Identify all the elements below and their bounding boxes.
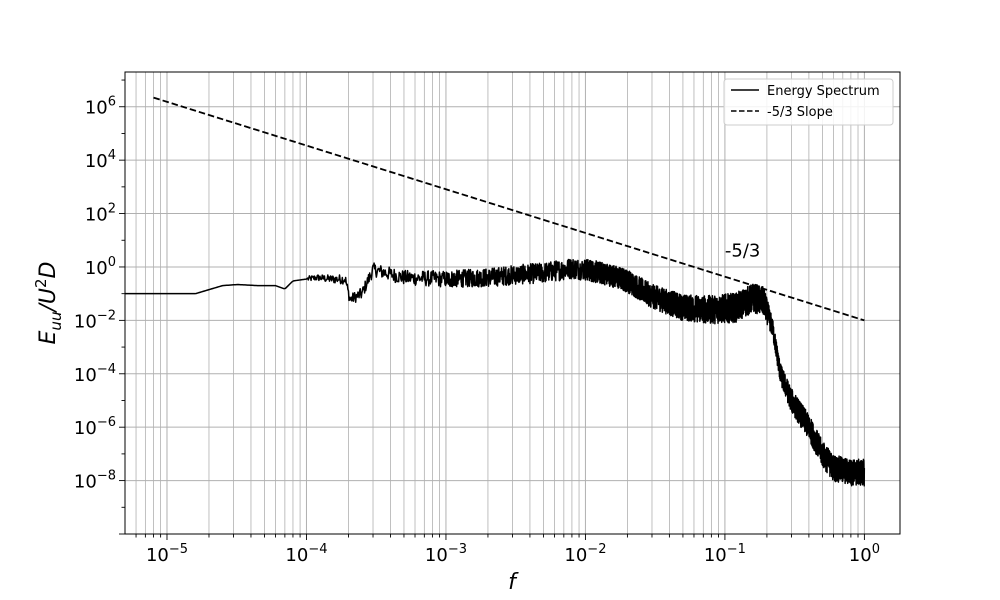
axis-ticks xyxy=(119,79,865,540)
y-tick-base: 10 xyxy=(85,258,108,279)
x-tick-label: 10−1 xyxy=(704,542,746,566)
y-axis-label: Euu/U2D xyxy=(32,262,65,345)
y-tick-base: 10 xyxy=(85,151,108,172)
y-tick-exponent: 4 xyxy=(108,148,116,163)
slope-line xyxy=(153,96,865,322)
x-tick-label: 10−5 xyxy=(146,542,188,566)
y-tick-exponent: −8 xyxy=(97,469,116,484)
minor-gridlines xyxy=(135,72,859,534)
y-tick-exponent: −6 xyxy=(97,415,116,430)
x-tick-exponent: 0 xyxy=(872,542,880,557)
y-tick-base: 10 xyxy=(74,418,97,439)
x-tick-exponent: −2 xyxy=(587,542,606,557)
major-gridlines xyxy=(125,72,900,535)
y-label-sub: uu xyxy=(47,312,65,331)
legend-label-slope: -5/3 Slope xyxy=(767,105,833,120)
y-tick-exponent: 6 xyxy=(108,95,116,110)
slope-annotation: -5/3 xyxy=(725,240,760,261)
x-tick-exponent: −1 xyxy=(727,542,746,557)
y-tick-label: 100 xyxy=(85,255,116,279)
x-tick-label: 100 xyxy=(849,542,880,566)
y-tick-base: 10 xyxy=(85,98,108,119)
y-label-e: E xyxy=(36,330,61,344)
legend: Energy Spectrum -5/3 Slope xyxy=(723,78,894,126)
y-tick-label: 106 xyxy=(85,95,116,119)
x-tick-label: 10−2 xyxy=(564,542,606,566)
x-tick-base: 10 xyxy=(285,545,308,566)
x-axis-label: f xyxy=(508,570,519,595)
y-tick-label: 10−6 xyxy=(74,415,116,439)
y-label-slash: /U xyxy=(36,288,61,314)
y-tick-label: 10−8 xyxy=(74,469,116,493)
y-tick-label: 104 xyxy=(85,148,116,172)
x-tick-labels: 10−5 10−4 10−3 10−2 10−1 100 xyxy=(146,542,880,566)
y-tick-label: 102 xyxy=(85,202,116,226)
x-tick-base: 10 xyxy=(564,545,587,566)
y-tick-exponent: 0 xyxy=(108,255,116,270)
x-tick-base: 10 xyxy=(704,545,727,566)
x-tick-label: 10−3 xyxy=(425,542,467,566)
y-label-tail: D xyxy=(36,262,61,279)
y-tick-base: 10 xyxy=(74,311,97,332)
y-tick-exponent: −2 xyxy=(97,308,116,323)
x-tick-base: 10 xyxy=(425,545,448,566)
y-tick-label: 10−4 xyxy=(74,362,116,386)
x-tick-base: 10 xyxy=(146,545,169,566)
x-tick-exponent: −3 xyxy=(448,542,467,557)
legend-label-energy-spectrum: Energy Spectrum xyxy=(767,84,880,99)
y-label-sup: 2 xyxy=(32,278,50,288)
legend-box xyxy=(723,78,894,126)
x-tick-base: 10 xyxy=(849,545,872,566)
y-tick-exponent: 2 xyxy=(108,202,116,217)
y-tick-base: 10 xyxy=(85,205,108,226)
y-tick-exponent: −4 xyxy=(97,362,116,377)
series-layer xyxy=(125,96,866,487)
x-tick-exponent: −5 xyxy=(169,542,188,557)
y-tick-label: 10−2 xyxy=(74,308,116,332)
y-tick-base: 10 xyxy=(74,365,97,386)
y-tick-base: 10 xyxy=(74,472,97,493)
x-tick-label: 10−4 xyxy=(285,542,327,566)
energy-spectrum-line xyxy=(125,258,866,487)
x-tick-exponent: −4 xyxy=(308,542,327,557)
